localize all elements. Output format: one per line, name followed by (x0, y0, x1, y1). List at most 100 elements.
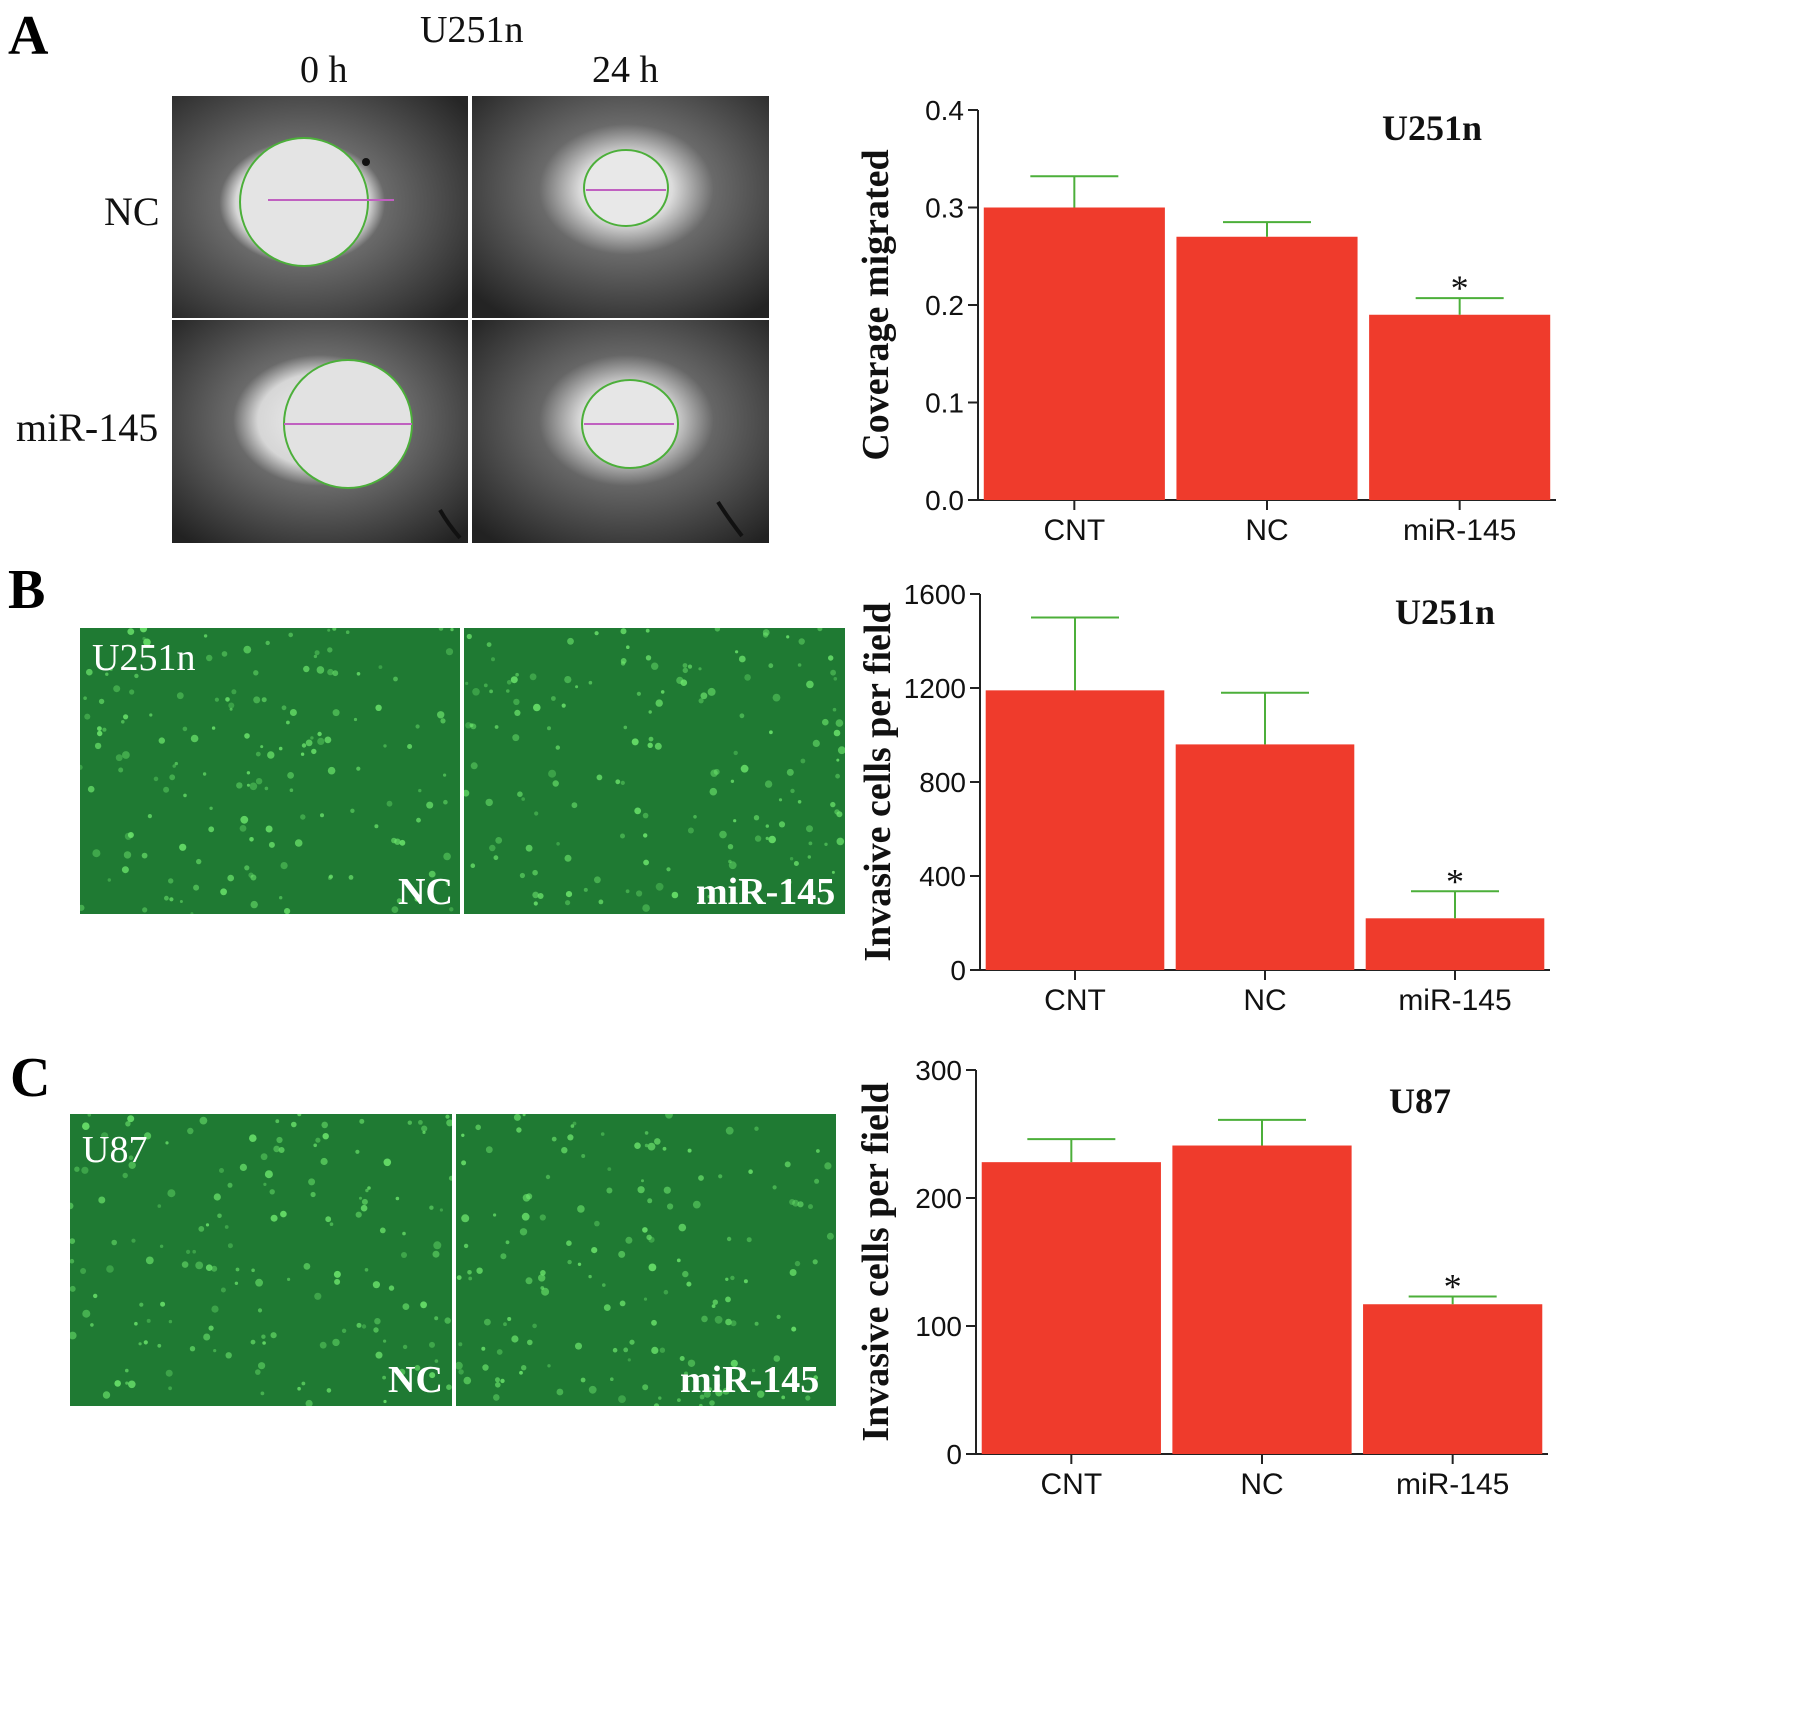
fluorescent-cell (374, 1318, 381, 1325)
fluorescent-cell (280, 862, 288, 870)
fluorescent-cell (784, 878, 792, 886)
fluorescent-cell (168, 1319, 173, 1324)
fluorescent-cell (615, 779, 621, 785)
fluorescent-cell (532, 1323, 537, 1329)
fluorescent-cell (300, 752, 305, 756)
fluorescent-cell (361, 1324, 367, 1329)
fluorescent-cell (332, 1338, 340, 1347)
fluorescent-cell (164, 895, 169, 901)
fluorescent-cell (594, 631, 599, 636)
fluorescent-cell (81, 1166, 89, 1174)
fluorescent-cell (754, 1126, 759, 1131)
fluorescent-cell (443, 773, 447, 777)
fluorescent-cell (836, 758, 840, 762)
fluorescent-cell (620, 833, 625, 839)
bar-chart-invasive-cells-u251n: 0 400 800 1200 1600 CNT NC miR-145 * U251n Invasiv… (857, 579, 1550, 1017)
fluorescent-cell (812, 1259, 818, 1265)
fluorescent-cell (426, 801, 434, 809)
fluorescent-cell (581, 1154, 586, 1158)
fluorescent-cell (105, 672, 109, 676)
fluorescent-cell (642, 812, 649, 819)
fluorescent-cell (92, 849, 101, 858)
y-axis-label: Invasive cells per field (857, 602, 899, 961)
fluorescent-cell (500, 1378, 505, 1384)
fluorescent-cell (316, 666, 325, 674)
fluorescent-cell (114, 1380, 121, 1387)
fluorescent-cell (651, 662, 659, 670)
fluorescent-cell (192, 1249, 196, 1254)
fluorescent-cell (438, 628, 444, 631)
fluorescent-cell (596, 774, 603, 781)
fluorescent-cell (308, 1178, 316, 1186)
fluorescent-cell (253, 670, 259, 676)
fluorescent-cell (289, 709, 297, 716)
fluorescent-cell (468, 1276, 473, 1281)
fluorescent-cell (107, 878, 111, 882)
fluorescent-cell (446, 1119, 452, 1127)
fluorescent-cell (415, 724, 420, 729)
fluorescent-cell (797, 663, 802, 667)
bar-chart-coverage-migrated: 0.0 0.1 0.2 0.3 0.4 CNT NC miR-145 * U251n Coverag… (855, 95, 1556, 547)
fluorescent-cell (147, 814, 152, 819)
fluorescent-cell (332, 709, 340, 717)
fluorescent-cell (115, 754, 123, 762)
fluorescent-cell (465, 722, 472, 729)
fluorescent-cell (284, 908, 291, 914)
fluorescent-cell (686, 1281, 692, 1287)
fluorescent-cell (250, 900, 258, 909)
row-label-nc: NC (104, 189, 160, 234)
fluorescent-cell (577, 1205, 585, 1213)
fluorescent-cell (327, 668, 334, 676)
fluorescent-cell (797, 800, 802, 804)
fluorescent-cell (225, 697, 230, 702)
fluorescent-cell (547, 1364, 551, 1368)
fluorescent-cell (594, 876, 601, 884)
fluorescent-cell (583, 887, 588, 892)
fluorescent-cell (379, 1227, 386, 1234)
fluorescent-cell (367, 1186, 371, 1190)
x-tick-label: miR-145 (1396, 1468, 1509, 1501)
fluorescent-cell (687, 1359, 696, 1367)
fluorescent-cell (134, 673, 139, 679)
fluorescent-cell (97, 726, 102, 731)
fluorescent-cell (326, 1388, 332, 1393)
fluorescent-cell (567, 637, 574, 645)
y-tick-label: 100 (915, 1311, 962, 1342)
fluorescent-cell (129, 689, 135, 695)
fluorescent-cell (125, 1121, 131, 1127)
fluorescent-cell (317, 731, 322, 737)
fluorescent-cell (707, 894, 711, 899)
fluorescent-cell (327, 628, 331, 632)
fluorescent-cell (157, 1204, 162, 1208)
fluorescent-cell (526, 1193, 533, 1200)
fluorescence-image-u87-nc (70, 1114, 452, 1406)
fluorescent-cell (391, 906, 399, 913)
fluorescent-cell (699, 1394, 705, 1400)
fluorescent-cell (467, 1270, 472, 1275)
fluorescent-cell (195, 1261, 204, 1270)
fluorescent-cell (221, 651, 228, 657)
fluorescent-cell (432, 1250, 440, 1258)
fluorescent-cell (236, 782, 243, 789)
fluorescent-cell (485, 798, 493, 807)
panel-letter-b: B (8, 559, 46, 621)
fluorescent-cell (743, 1279, 748, 1284)
fluorescent-cell (143, 638, 151, 647)
fluorescent-cell (742, 892, 746, 897)
fluorescent-cell (644, 1131, 649, 1135)
fluorescent-cell (835, 719, 844, 727)
fluorescent-cell (620, 780, 625, 785)
fluorescent-cell (714, 1315, 723, 1324)
fluorescent-cell (168, 1386, 172, 1391)
fluorescent-cell (260, 1153, 268, 1161)
fluorescent-cell (556, 1388, 564, 1396)
fluorescent-cell (644, 1143, 649, 1148)
fluorescent-cell (239, 1163, 247, 1171)
fluorescent-cell (317, 737, 325, 745)
fluorescent-cell (443, 852, 451, 861)
fluorescent-cell (402, 1344, 408, 1350)
fluorescent-cell (507, 1317, 512, 1321)
fluorescent-cell (393, 676, 398, 682)
fluorescent-cell (356, 672, 361, 676)
fluorescent-cell (440, 718, 446, 724)
